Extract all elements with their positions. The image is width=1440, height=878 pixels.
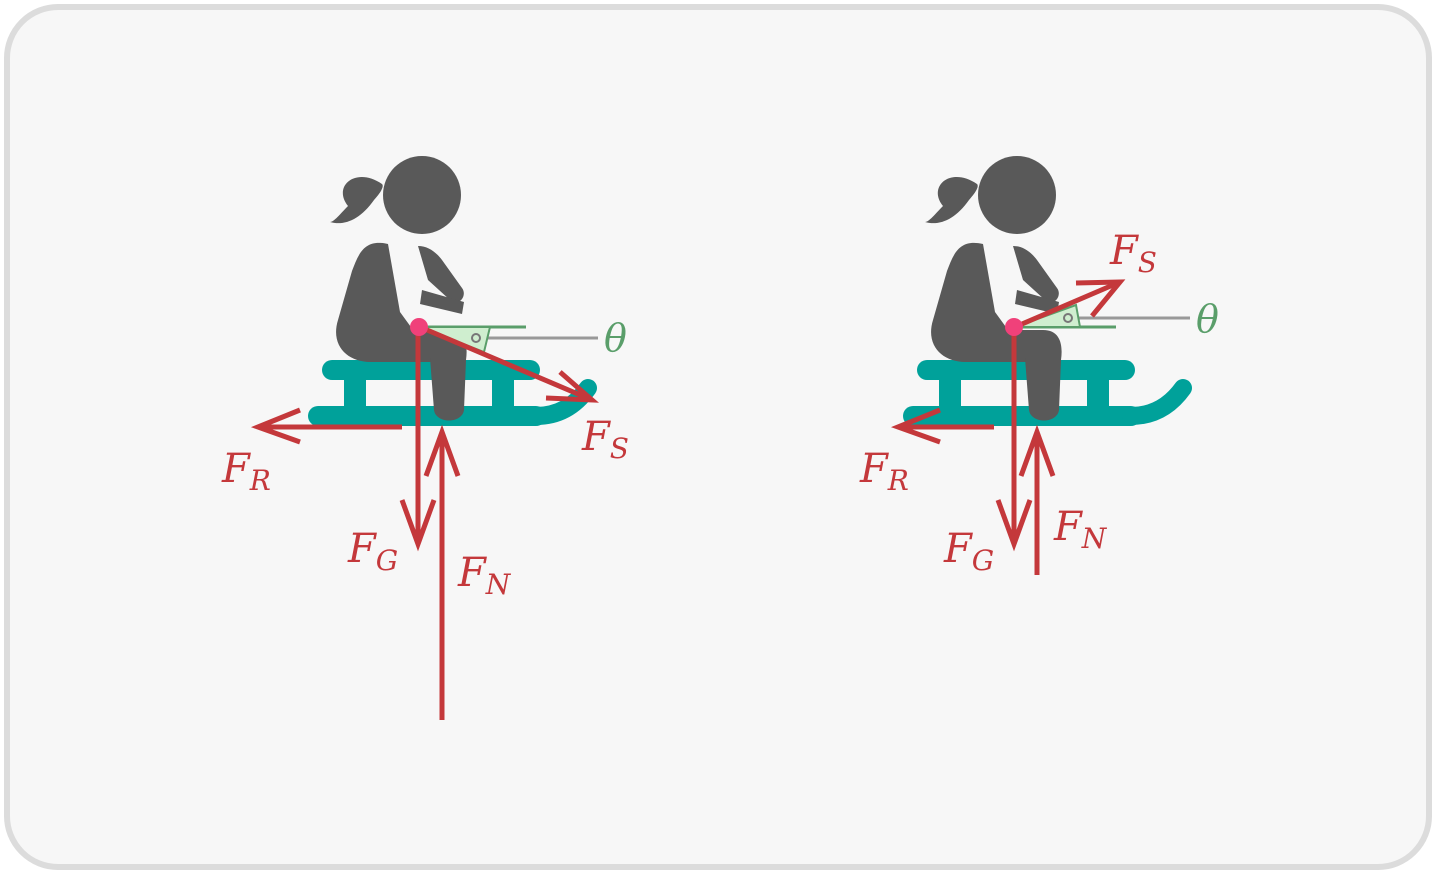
diagram-right: θ FR FG FN FS xyxy=(859,156,1219,577)
force-arrows xyxy=(890,279,1126,575)
label-fn: FN xyxy=(457,550,512,601)
force-arrows xyxy=(250,324,600,720)
center-of-mass-point xyxy=(1005,318,1023,336)
angle-marker xyxy=(1063,313,1073,323)
angle-label: θ xyxy=(604,316,627,360)
arrow-fs xyxy=(419,324,593,403)
label-fr: FR xyxy=(221,446,271,497)
label-fg: FG xyxy=(347,526,398,577)
arrow-fs xyxy=(1014,279,1121,330)
center-of-mass-point xyxy=(410,318,428,336)
angle-label: θ xyxy=(1196,297,1219,341)
label-fs: FS xyxy=(1109,228,1157,279)
label-fs: FS xyxy=(581,414,629,465)
diagram-frame xyxy=(4,4,1432,870)
angle-marker xyxy=(471,333,481,343)
diagram-left: θ FR FG FN FS xyxy=(221,156,629,720)
label-fn: FN xyxy=(1053,504,1108,555)
label-fg: FG xyxy=(943,526,994,577)
label-fr: FR xyxy=(859,446,909,497)
